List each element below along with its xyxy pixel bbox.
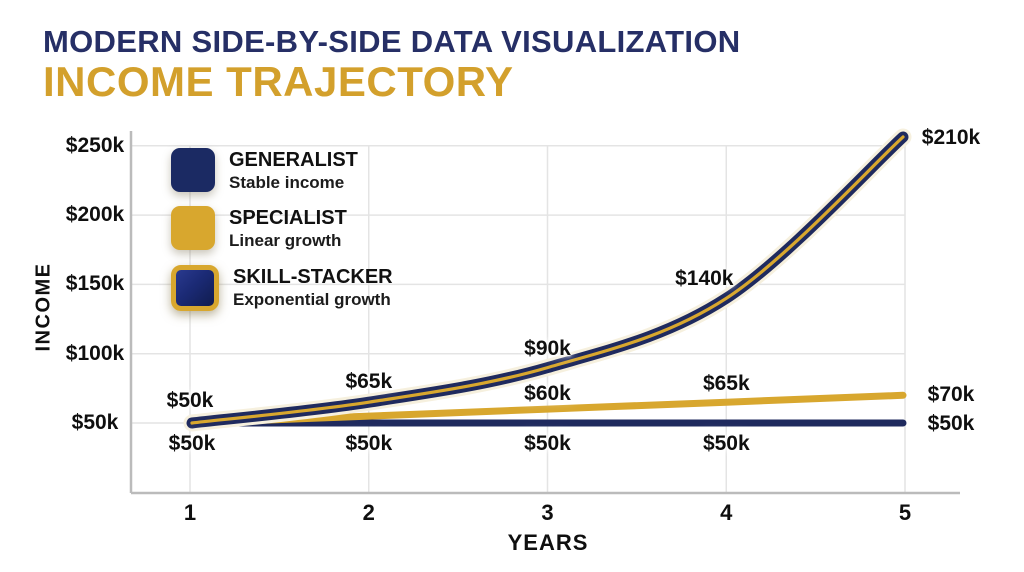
y-tick-label: $150k bbox=[65, 272, 125, 296]
y-tick-label: $100k bbox=[65, 341, 125, 365]
data-label-skill-stacker: $210k bbox=[921, 126, 981, 149]
legend-desc: Exponential growth bbox=[233, 289, 391, 309]
x-tick-label: 5 bbox=[898, 500, 912, 525]
legend-item-specialist: SPECIALIST Linear growth bbox=[171, 206, 393, 251]
data-label-specialist: $60k bbox=[524, 382, 571, 406]
x-axis-title: YEARS bbox=[507, 530, 589, 555]
data-label-skill-stacker: $65k bbox=[345, 370, 393, 394]
data-label-generalist: $50k bbox=[345, 432, 393, 455]
x-tick-label: 1 bbox=[183, 500, 197, 525]
y-tick-label: $200k bbox=[65, 203, 125, 227]
x-tick-label: 3 bbox=[541, 500, 554, 525]
data-label-specialist: $70k bbox=[927, 383, 975, 407]
data-label-generalist: $50k bbox=[524, 432, 571, 455]
specialist-swatch-icon bbox=[171, 206, 215, 251]
page-subtitle: INCOME TRAJECTORY bbox=[43, 57, 514, 105]
legend-item-generalist: GENERALIST Stable income bbox=[171, 148, 393, 193]
data-label-skill-stacker: $90k bbox=[524, 336, 571, 360]
data-label-skill-stacker: $50k bbox=[166, 389, 214, 412]
x-tick-label: 2 bbox=[362, 500, 375, 525]
y-tick-label: $50k bbox=[71, 411, 119, 434]
legend: GENERALIST Stable income SPECIALIST Line… bbox=[171, 148, 393, 324]
page-title: MODERN SIDE-BY-SIDE DATA VISUALIZATION bbox=[43, 24, 741, 59]
data-label-generalist: $50k bbox=[702, 432, 750, 455]
header: MODERN SIDE-BY-SIDE DATA VISUALIZATION I… bbox=[43, 24, 741, 105]
data-label-skill-stacker: $140k bbox=[675, 267, 734, 291]
legend-name: GENERALIST bbox=[229, 149, 358, 171]
skill-stacker-swatch-icon bbox=[171, 264, 219, 311]
legend-item-skill-stacker: SKILL-STACKER Exponential growth bbox=[171, 264, 393, 311]
legend-desc: Stable income bbox=[229, 173, 345, 192]
legend-name: SKILL-STACKER bbox=[233, 265, 393, 288]
x-tick-label: 4 bbox=[720, 500, 733, 525]
generalist-swatch-icon bbox=[171, 148, 215, 192]
data-label-generalist: $50k bbox=[927, 412, 975, 435]
legend-name: SPECIALIST bbox=[229, 207, 347, 230]
y-axis-title: INCOME bbox=[32, 262, 55, 352]
data-label-generalist: $50k bbox=[168, 432, 216, 455]
legend-desc: Linear growth bbox=[229, 231, 342, 251]
series-line-skill-stacker-core bbox=[190, 135, 905, 425]
data-label-specialist: $65k bbox=[702, 372, 750, 396]
y-tick-label: $250k bbox=[65, 133, 125, 157]
